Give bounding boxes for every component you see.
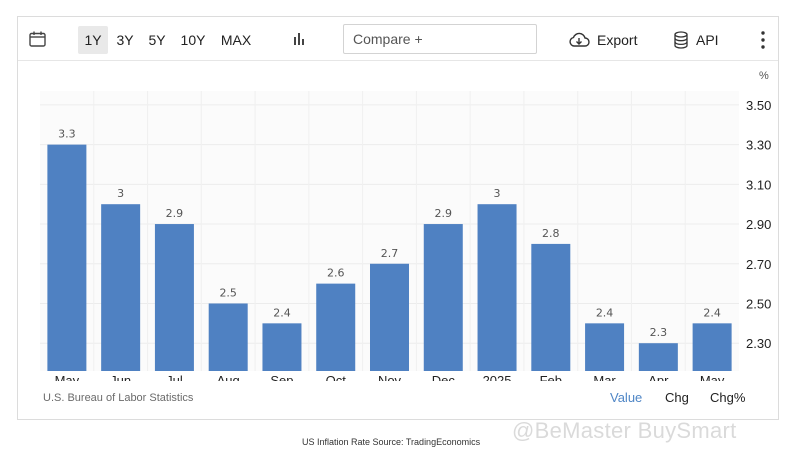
y-tick-label: 3.30 xyxy=(746,138,771,153)
calendar-icon[interactable] xyxy=(29,31,46,47)
more-vertical-icon[interactable] xyxy=(756,28,770,52)
y-axis-unit: % xyxy=(759,70,769,82)
export-label: Export xyxy=(597,32,638,48)
watermark: @BeMaster BuySmart xyxy=(512,418,737,443)
bar[interactable] xyxy=(531,243,571,371)
y-tick-label: 2.70 xyxy=(746,257,771,272)
bar[interactable] xyxy=(208,303,248,371)
bar[interactable] xyxy=(154,224,194,371)
export-button[interactable]: Export xyxy=(568,26,637,54)
bar[interactable] xyxy=(316,283,356,371)
bar[interactable] xyxy=(370,263,409,371)
cloud-download-icon xyxy=(569,32,590,47)
x-tick-label: May xyxy=(55,373,80,381)
bar-chart-icon[interactable] xyxy=(293,32,307,46)
y-tick-label: 3.50 xyxy=(746,98,771,113)
y-tick-label: 2.30 xyxy=(746,336,771,351)
x-tick-label: Dec xyxy=(432,373,456,381)
bar[interactable] xyxy=(262,323,302,371)
bar-value-label: 2.4 xyxy=(596,306,614,319)
bar[interactable] xyxy=(638,343,678,371)
range-5y-button[interactable]: 5Y xyxy=(148,32,166,48)
bar-value-label: 2.4 xyxy=(703,306,721,319)
range-3y-button[interactable]: 3Y xyxy=(116,32,134,48)
x-tick-label: Sep xyxy=(270,373,293,381)
bar-value-label: 2.9 xyxy=(166,207,184,220)
y-tick-label: 2.90 xyxy=(746,217,771,232)
range-max-button[interactable]: MAX xyxy=(220,32,252,48)
bar-chart: 3.3 3 2.9 2.5 2.4 2.6 2.7 2.9 3 2.8 2.4 2.3 2.4 3.50… xyxy=(40,70,771,381)
bar-value-label: 3 xyxy=(117,187,124,200)
x-tick-label: Aug xyxy=(217,373,240,381)
x-tick-label: Feb xyxy=(540,373,562,381)
database-icon xyxy=(674,31,688,49)
x-tick-label: 2025 xyxy=(483,373,512,381)
view-tab-chg[interactable]: Chg xyxy=(665,390,689,405)
bar-value-label: 3.3 xyxy=(58,128,76,141)
api-button[interactable]: API xyxy=(674,26,719,54)
bar[interactable] xyxy=(585,323,625,371)
bar[interactable] xyxy=(423,224,463,371)
y-tick-label: 2.50 xyxy=(746,296,771,311)
x-tick-label: Nov xyxy=(378,373,402,381)
bar[interactable] xyxy=(47,144,87,371)
bar-value-label: 2.8 xyxy=(542,227,560,240)
bar[interactable] xyxy=(692,323,732,371)
api-label: API xyxy=(696,32,719,48)
chart-panel: 1Y 3Y 5Y 10Y MAX Export AP xyxy=(17,16,779,420)
x-tick-label: Jul xyxy=(166,373,183,381)
x-tick-label: Apr xyxy=(648,373,669,381)
bar-value-label: 2.6 xyxy=(327,267,345,280)
bar[interactable] xyxy=(477,204,517,371)
bar-value-label: 2.5 xyxy=(219,286,237,299)
x-tick-label: May xyxy=(700,373,725,381)
bar[interactable] xyxy=(101,204,141,371)
bar-value-label: 2.9 xyxy=(435,207,453,220)
bar-value-label: 3 xyxy=(494,187,501,200)
bar-value-label: 2.4 xyxy=(273,306,291,319)
view-tab-chg-percent[interactable]: Chg% xyxy=(710,390,746,405)
bar-value-label: 2.3 xyxy=(650,326,668,339)
view-tab-value[interactable]: Value xyxy=(610,390,643,405)
compare-input[interactable] xyxy=(343,24,537,54)
x-tick-label: Oct xyxy=(326,373,347,381)
range-1y-button[interactable]: 1Y xyxy=(78,26,108,54)
bar-value-label: 2.7 xyxy=(381,247,399,260)
data-source-label: U.S. Bureau of Labor Statistics xyxy=(43,392,194,404)
chart-toolbar: 1Y 3Y 5Y 10Y MAX Export AP xyxy=(18,17,778,61)
x-tick-label: Jun xyxy=(110,373,131,381)
chart-caption: US Inflation Rate Source: TradingEconomi… xyxy=(302,437,481,447)
y-tick-label: 3.10 xyxy=(746,177,771,192)
range-10y-button[interactable]: 10Y xyxy=(180,32,206,48)
x-tick-label: Mar xyxy=(593,373,616,381)
